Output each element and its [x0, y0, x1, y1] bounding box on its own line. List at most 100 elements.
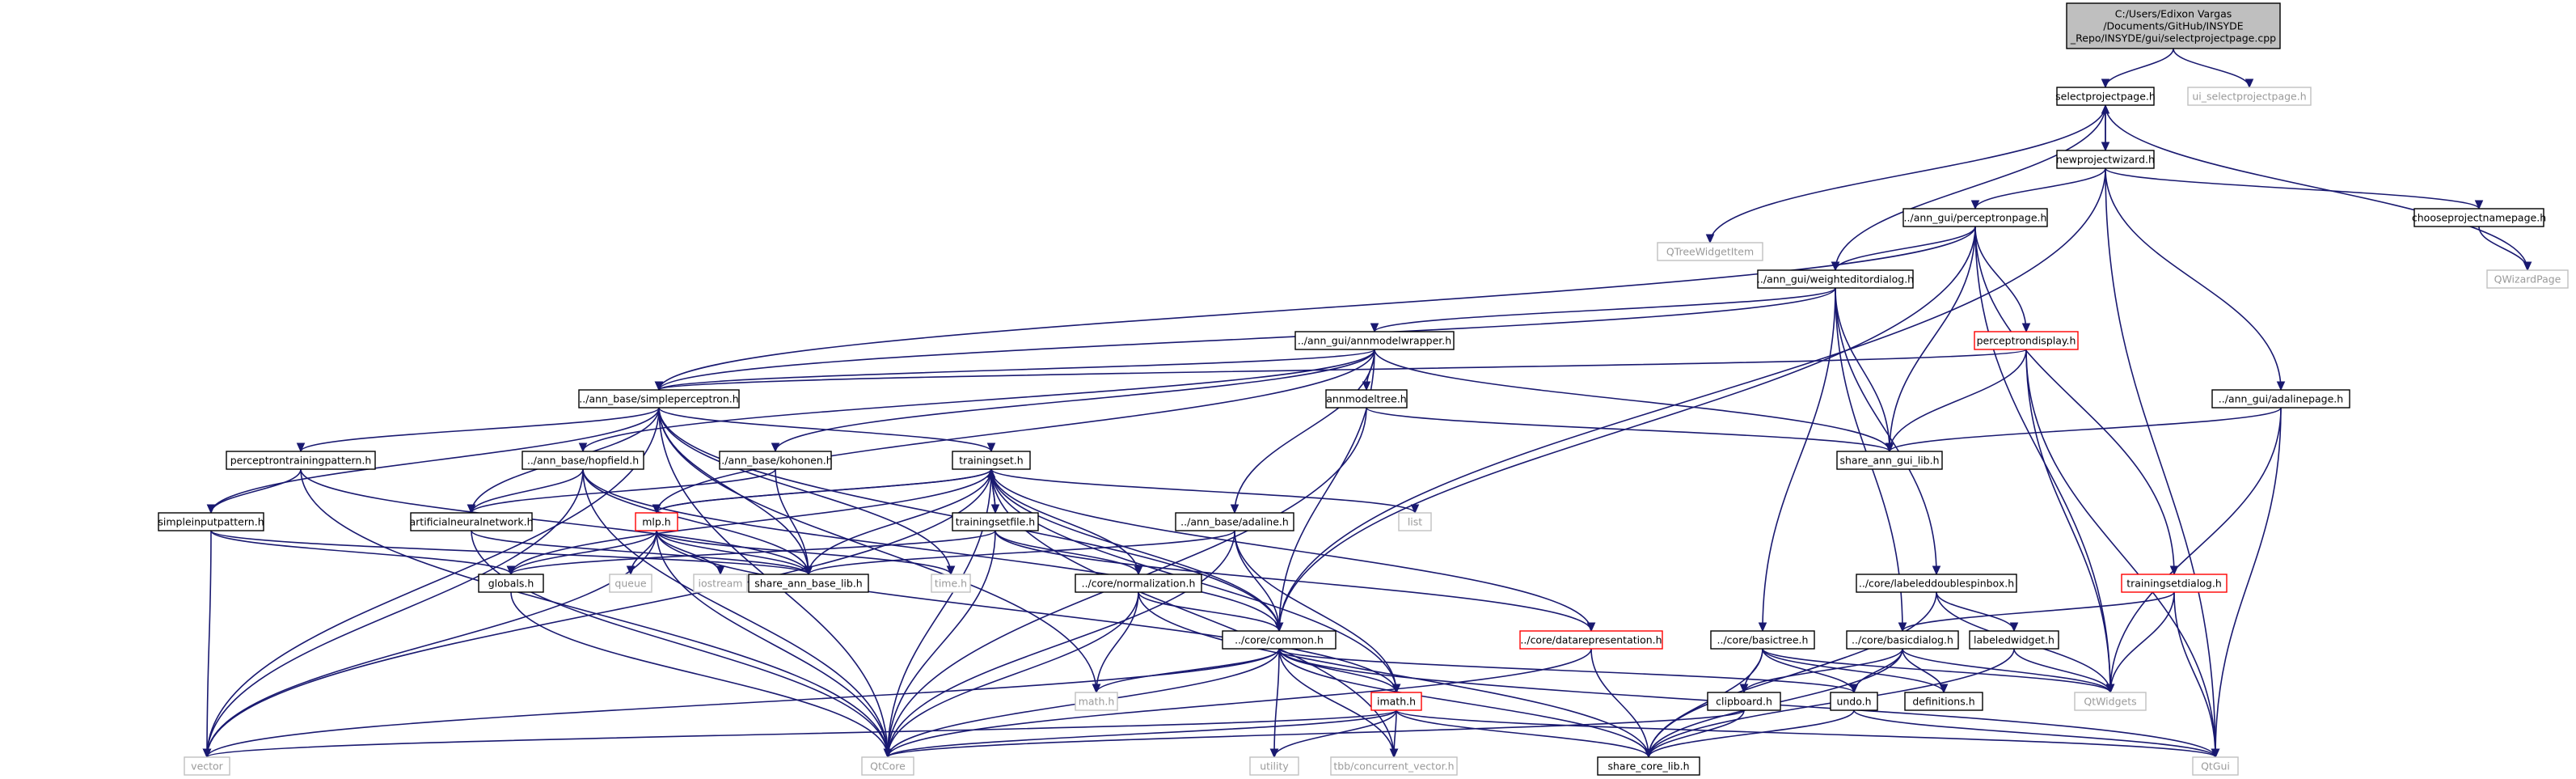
- node-trainingset[interactable]: trainingset.h: [952, 451, 1031, 470]
- edge-hopfield-to-qtcore: [582, 468, 889, 758]
- node-tbb_concurrent_vector[interactable]: tbb/concurrent_vector.h: [1330, 756, 1458, 776]
- node-qtreewidgetitem[interactable]: QTreeWidgetItem: [1657, 242, 1763, 261]
- arrowhead-mlp-to-iostream: [716, 565, 725, 576]
- node-globals[interactable]: globals.h: [478, 574, 544, 593]
- node-hopfield[interactable]: ../ann_base/hopfield.h: [522, 451, 644, 470]
- node-normalization[interactable]: ../core/normalization.h: [1075, 574, 1202, 593]
- node-time[interactable]: time.h: [931, 574, 971, 593]
- arrowhead-simpleperceptron-to-perceptrontrainingpattern: [296, 442, 306, 453]
- arrowhead-trainingsetfile-to-datarepresentation: [1586, 622, 1596, 633]
- node-queue[interactable]: queue: [609, 574, 652, 593]
- node-box-adalinepage: [2211, 389, 2350, 409]
- edge-adaline-to-qtcore: [887, 530, 1235, 758]
- node-label-qtcore: QtCore: [870, 760, 906, 773]
- node-trainingsetdialog[interactable]: trainingsetdialog.h: [2121, 574, 2228, 593]
- node-qwizardpage[interactable]: QWizardPage: [2486, 269, 2569, 289]
- node-labeleddoublespinbox[interactable]: ../core/labeleddoublespinbox.h: [1856, 574, 2017, 593]
- node-adalinepage[interactable]: ../ann_gui/adalinepage.h: [2211, 389, 2350, 409]
- node-box-vector: [184, 756, 230, 776]
- node-label-labeleddoublespinbox: ../core/labeleddoublespinbox.h: [1859, 578, 2014, 590]
- node-definitions[interactable]: definitions.h: [1904, 692, 1983, 711]
- node-box-perceptrontrainingpattern: [226, 451, 376, 470]
- node-datarepresentation[interactable]: ../core/datarepresentation.h: [1519, 630, 1663, 650]
- node-box-datarepresentation: [1519, 630, 1663, 650]
- node-adaline[interactable]: ../ann_base/adaline.h: [1175, 512, 1294, 531]
- node-basicdialog[interactable]: ../core/basicdialog.h: [1846, 630, 1959, 650]
- node-label-simpleperceptron: ../ann_base/simpleperceptron.h: [579, 393, 738, 405]
- node-undo[interactable]: undo.h: [1830, 692, 1878, 711]
- node-perceptrondisplay[interactable]: perceptrondisplay.h: [1974, 331, 2079, 350]
- arrowhead-annmodelwrapper-to-hopfield: [578, 442, 588, 453]
- node-labeledwidget[interactable]: labeledwidget.h: [1969, 630, 2059, 650]
- node-label-annmodelwrapper: ../ann_gui/annmodelwrapper.h: [1298, 335, 1451, 347]
- node-label-newprojectwizard: newprojectwizard.h: [2056, 154, 2155, 166]
- node-list[interactable]: list: [1398, 512, 1432, 531]
- edge-normalization-to-share_core_lib: [1138, 591, 1649, 758]
- node-box-normalization: [1075, 574, 1202, 593]
- node-math[interactable]: math.h: [1075, 692, 1118, 711]
- node-share_core_lib[interactable]: share_core_lib.h: [1597, 756, 1700, 776]
- node-perceptronpage[interactable]: ../ann_gui/perceptronpage.h: [1902, 208, 2048, 227]
- node-box-simpleinputpattern: [158, 512, 264, 531]
- node-simpleinputpattern[interactable]: simpleinputpattern.h: [158, 512, 264, 531]
- edge-kohonen-to-artificialneuralnetwork: [471, 468, 776, 514]
- node-chooseprojectnamepage[interactable]: chooseprojectnamepage.h: [2412, 208, 2546, 227]
- node-root[interactable]: C:/Users/Edixon Vargas/Documents/GitHub/…: [2066, 2, 2281, 49]
- node-share_ann_gui_lib[interactable]: share_ann_gui_lib.h: [1836, 451, 1943, 470]
- node-share_ann_base_lib[interactable]: share_ann_base_lib.h: [748, 574, 869, 593]
- edge-perceptronpage-to-weighteditordialog: [1835, 226, 1976, 271]
- node-iostream[interactable]: iostream: [693, 574, 748, 593]
- node-label-hopfield: ../ann_base/hopfield.h: [527, 455, 639, 467]
- edge-basicdialog-to-clipboard: [1743, 648, 1903, 693]
- edge-trainingset-to-normalization: [990, 468, 1139, 575]
- node-label-share_ann_base_lib: share_ann_base_lib.h: [754, 578, 862, 590]
- arrowhead-perceptrontrainingpattern-to-simpleinputpattern: [206, 504, 216, 514]
- node-weighteditordialog[interactable]: ../ann_gui/weighteditordialog.h: [1757, 269, 1914, 289]
- arrowhead-imath-to-tbb_concurrent_vector: [1389, 748, 1399, 759]
- edge-mlp-to-vector: [206, 530, 657, 758]
- node-box-list: [1398, 512, 1432, 531]
- node-artificialneuralnetwork[interactable]: artificialneuralnetwork.h: [410, 512, 534, 531]
- node-qtwidgets[interactable]: QtWidgets: [2074, 692, 2147, 711]
- node-box-qtreewidgetitem: [1657, 242, 1763, 261]
- node-qtcore[interactable]: QtCore: [861, 756, 914, 776]
- edge-mlp-to-globals: [510, 530, 657, 575]
- node-mlp[interactable]: mlp.h: [635, 512, 678, 531]
- node-box-labeledwidget: [1969, 630, 2059, 650]
- arrowhead-trainingsetfile-to-normalization: [1134, 565, 1143, 576]
- node-box-basicdialog: [1846, 630, 1959, 650]
- edge-labeleddoublespinbox-to-labeledwidget: [1936, 591, 2015, 632]
- node-qtgui[interactable]: QtGui: [2192, 756, 2239, 776]
- node-newprojectwizard[interactable]: newprojectwizard.h: [2056, 150, 2155, 169]
- edge-trainingset-to-list: [990, 468, 1416, 514]
- node-utility[interactable]: utility: [1249, 756, 1299, 776]
- node-label-math: math.h: [1079, 696, 1115, 708]
- node-selectprojectpage[interactable]: selectprojectpage.h: [2055, 87, 2156, 106]
- node-ui_selectprojectpage[interactable]: ui_selectprojectpage.h: [2187, 87, 2312, 106]
- arrowhead-labeledwidget-to-qtwidgets: [2105, 684, 2115, 694]
- node-box-labeleddoublespinbox: [1856, 574, 2017, 593]
- node-perceptrontrainingpattern[interactable]: perceptrontrainingpattern.h: [226, 451, 376, 470]
- node-vector[interactable]: vector: [184, 756, 230, 776]
- edge-labeledwidget-to-qtwidgets: [2013, 648, 2111, 693]
- edge-annmodeltree-to-share_ann_gui_lib: [1366, 407, 1890, 452]
- node-kohonen[interactable]: ../ann_base/kohonen.h: [718, 451, 833, 470]
- edge-imath-to-vector: [206, 709, 1397, 758]
- node-label-chooseprojectnamepage: chooseprojectnamepage.h: [2412, 212, 2546, 224]
- node-label-weighteditordialog: ../ann_gui/weighteditordialog.h: [1757, 273, 1914, 286]
- node-clipboard[interactable]: clipboard.h: [1707, 692, 1781, 711]
- edge-root-to-selectprojectpage: [2105, 48, 2174, 88]
- node-label-tbb_concurrent_vector: tbb/concurrent_vector.h: [1333, 760, 1454, 773]
- node-common[interactable]: ../core/common.h: [1222, 630, 1337, 650]
- edge-mlp-to-time: [656, 530, 952, 575]
- node-box-time: [931, 574, 971, 593]
- node-annmodeltree[interactable]: annmodeltree.h: [1325, 389, 1408, 409]
- node-trainingsetfile[interactable]: trainingsetfile.h: [952, 512, 1039, 531]
- node-simpleperceptron[interactable]: ../ann_base/simpleperceptron.h: [578, 389, 740, 409]
- node-label-annmodeltree: annmodeltree.h: [1326, 393, 1406, 405]
- arrowhead-perceptrondisplay-to-simpleperceptron: [654, 381, 664, 392]
- node-basictree[interactable]: ../core/basictree.h: [1710, 630, 1815, 650]
- node-label-queue: queue: [614, 578, 646, 590]
- node-imath[interactable]: imath.h: [1370, 692, 1422, 711]
- node-annmodelwrapper[interactable]: ../ann_gui/annmodelwrapper.h: [1294, 331, 1455, 350]
